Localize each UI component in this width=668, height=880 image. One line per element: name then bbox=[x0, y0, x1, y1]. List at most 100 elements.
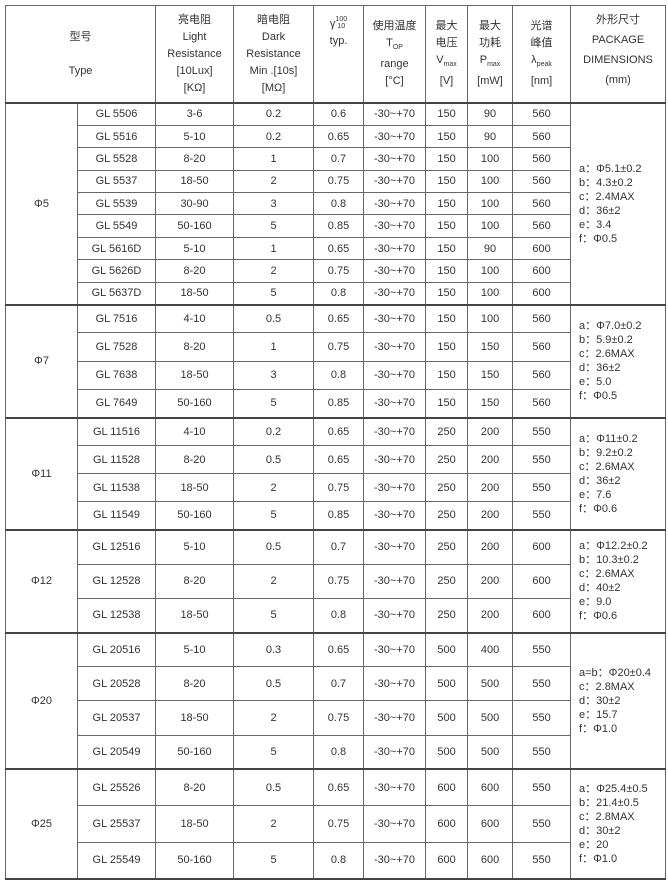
cell: 500 bbox=[425, 666, 469, 702]
table-row: GL 5516 5-10 0.2 0.65 -30~+70 150 90 560 bbox=[6, 124, 666, 149]
package-dimensions: a：Φ7.0±0.2 b：5.9±0.2 c：2.6MAX d：36±2 e：5.0 f：… bbox=[570, 304, 667, 419]
dimension-line: c：2.6MAX bbox=[579, 460, 635, 473]
cell: 50-160 bbox=[155, 501, 235, 531]
cell: 600 bbox=[467, 841, 514, 880]
cell: 5 bbox=[233, 841, 315, 880]
cell: 100 bbox=[467, 281, 514, 306]
cell: -30~+70 bbox=[363, 192, 427, 216]
cell: 0.2 bbox=[233, 124, 315, 149]
dimension-line: f：Φ0.5 bbox=[579, 232, 618, 245]
cell: 500 bbox=[425, 734, 469, 770]
cell: 0.65 bbox=[313, 236, 365, 261]
cell: 2 bbox=[233, 563, 315, 599]
cell: 550 bbox=[512, 700, 572, 736]
dimension-line: d：30±2 bbox=[579, 825, 621, 838]
cell: 100 bbox=[467, 192, 514, 216]
cell: -30~+70 bbox=[363, 501, 427, 531]
cell: 1 bbox=[233, 236, 315, 261]
dimension-line: f：Φ1.0 bbox=[579, 853, 618, 866]
cell: 150 bbox=[425, 236, 469, 261]
cell: -30~+70 bbox=[363, 417, 427, 447]
cell: 90 bbox=[467, 236, 514, 261]
cell: GL 5637D bbox=[76, 281, 157, 306]
package-dimensions: a：Φ5.1±0.2 b：4.3±0.2 c：2.4MAX d：36±2 e：3.4 f：… bbox=[570, 102, 667, 306]
cell: 8-20 bbox=[155, 768, 235, 807]
cell: 2 bbox=[233, 259, 315, 283]
cell: 550 bbox=[512, 501, 572, 531]
cell: 550 bbox=[512, 445, 572, 475]
dimension-line: d：36±2 bbox=[579, 362, 621, 375]
cell: -30~+70 bbox=[363, 102, 427, 126]
header-vmax: 最大 电压 Vmax [V] bbox=[425, 5, 469, 104]
cell: 200 bbox=[467, 473, 514, 503]
cell: 0.65 bbox=[313, 768, 365, 807]
dimension-line: a：Φ7.0±0.2 bbox=[579, 320, 642, 333]
cell: 0.7 bbox=[313, 666, 365, 702]
cell: -30~+70 bbox=[363, 259, 427, 283]
cell: 5 bbox=[233, 501, 315, 531]
dimension-line: c：2.8MAX bbox=[579, 811, 635, 824]
dimension-line: b：9.2±0.2 bbox=[579, 446, 633, 459]
cell: 100 bbox=[467, 304, 514, 334]
package-dimensions: a：Φ12.2±0.2 b：10.3±0.2 c：2.6MAX d：40±2 e：9.0… bbox=[570, 529, 667, 634]
cell: 0.85 bbox=[313, 388, 365, 419]
table-row: GL 11549 50-160 5 0.85 -30~+70 250 200 550 bbox=[6, 501, 666, 531]
cell: 0.65 bbox=[313, 632, 365, 668]
cell: 600 bbox=[425, 805, 469, 843]
table-row: Φ11 GL 11516 4-10 0.2 0.65 -30~+70 250 200 550 a：… bbox=[5, 417, 667, 531]
cell: 0.65 bbox=[313, 304, 365, 334]
cell: -30~+70 bbox=[363, 236, 427, 261]
cell: GL 25526 bbox=[76, 768, 157, 807]
dimension-line: b：10.3±0.2 bbox=[579, 554, 639, 567]
table-row: GL 5637D 18-50 5 0.8 -30~+70 150 100 600 bbox=[6, 281, 666, 306]
cell: GL 7649 bbox=[76, 388, 157, 419]
cell: 8-20 bbox=[155, 666, 235, 702]
cell: -30~+70 bbox=[363, 768, 427, 807]
table-row: GL 25549 50-160 5 0.8 -30~+70 600 600 550 bbox=[6, 841, 666, 880]
cell: 550 bbox=[512, 805, 572, 843]
cell: 550 bbox=[512, 768, 572, 807]
cell: 18-50 bbox=[155, 473, 235, 503]
cell: 150 bbox=[425, 169, 469, 194]
cell: GL 5539 bbox=[76, 192, 157, 216]
cell: 0.75 bbox=[313, 563, 365, 599]
table-row: GL 7638 18-50 3 0.8 -30~+70 150 150 560 bbox=[6, 360, 666, 390]
cell: 600 bbox=[512, 563, 572, 599]
cell: 0.75 bbox=[313, 169, 365, 194]
package-dimensions: a：Φ11±0.2 b：9.2±0.2 c：2.6MAX d：36±2 e：7.6 f：Φ… bbox=[570, 417, 667, 531]
cell: 0.85 bbox=[313, 501, 365, 531]
size-cell: Φ7 bbox=[5, 304, 78, 419]
cell: 18-50 bbox=[155, 281, 235, 306]
cell: 600 bbox=[512, 529, 572, 565]
group-5: Φ25 GL 25526 8-20 0.5 0.65 -30~+70 600 600 550 a：… bbox=[5, 768, 667, 880]
header-peak: 光谱 峰值 λpeak [nm] bbox=[512, 5, 572, 104]
cell: 0.75 bbox=[313, 700, 365, 736]
dimension-line: a：Φ11±0.2 bbox=[579, 432, 638, 445]
cell: 500 bbox=[425, 700, 469, 736]
cell: -30~+70 bbox=[363, 281, 427, 306]
cell: 200 bbox=[467, 501, 514, 531]
table-row: GL 5626D 8-20 2 0.75 -30~+70 150 100 600 bbox=[6, 259, 666, 283]
cell: GL 20528 bbox=[76, 666, 157, 702]
group-3: Φ12 GL 12516 5-10 0.5 0.7 -30~+70 250 200 600 a：Φ… bbox=[5, 529, 667, 634]
cell: 100 bbox=[467, 259, 514, 283]
cell: 550 bbox=[512, 632, 572, 668]
table-row: GL 12538 18-50 5 0.8 -30~+70 250 200 600 bbox=[6, 597, 666, 634]
cell: 560 bbox=[512, 304, 572, 334]
dimension-line: e：20 bbox=[579, 839, 609, 852]
dimension-line: c：2.8MAX bbox=[579, 680, 635, 693]
dimension-line: a：Φ5.1±0.2 bbox=[579, 162, 642, 175]
table-row: GL 12528 8-20 2 0.75 -30~+70 250 200 600 bbox=[6, 563, 666, 599]
cell: 4-10 bbox=[155, 304, 235, 334]
cell: 550 bbox=[512, 734, 572, 770]
cell: GL 7638 bbox=[76, 360, 157, 390]
cell: GL 11538 bbox=[76, 473, 157, 503]
cell: 600 bbox=[425, 841, 469, 880]
cell: 2 bbox=[233, 700, 315, 736]
cell: -30~+70 bbox=[363, 360, 427, 390]
dimension-line: e：7.6 bbox=[579, 488, 612, 501]
cell: 8-20 bbox=[155, 259, 235, 283]
cell: 250 bbox=[425, 597, 469, 634]
cell: GL 5626D bbox=[76, 259, 157, 283]
header-gamma: γ100 10 typ. bbox=[313, 5, 365, 104]
